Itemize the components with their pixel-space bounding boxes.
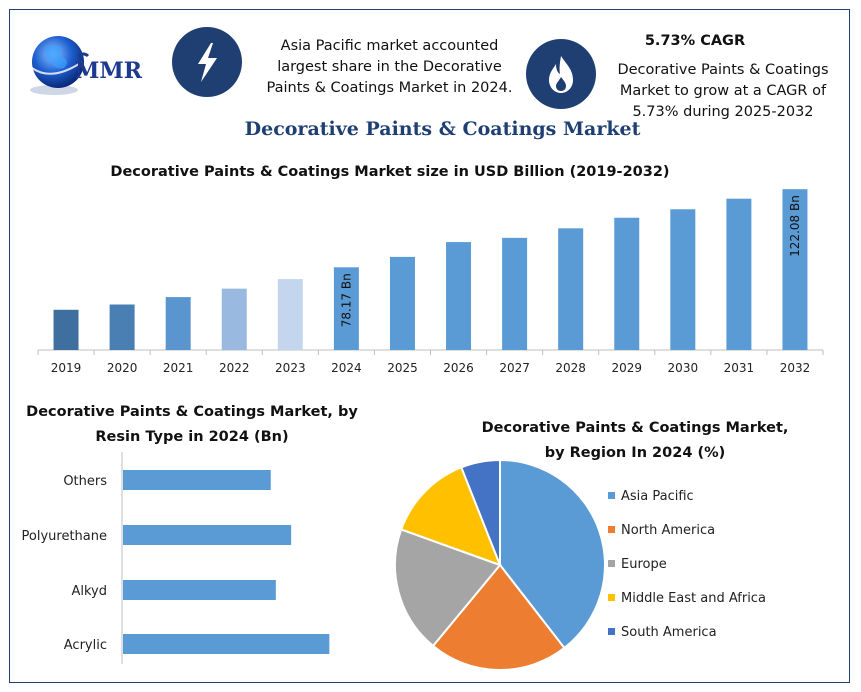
legend-swatch — [608, 560, 615, 567]
pie-slice-asia-pacific — [499, 458, 606, 650]
legend-label: Europe — [621, 557, 667, 572]
x-tick-label: 2026 — [443, 361, 474, 375]
x-tick-label: 2020 — [107, 361, 138, 375]
title-line: Resin Type in 2024 (Bn) — [95, 429, 289, 445]
region-pie-chart: Asia Pacific North America Europe Middle Ea… — [394, 458, 766, 671]
bar-2025 — [389, 256, 415, 350]
bar-2023 — [277, 279, 303, 350]
x-tick-label: 2031 — [724, 361, 755, 375]
x-tick-label: 2024 — [331, 361, 362, 375]
info-line: 5.73% during 2025-2032 — [632, 104, 814, 120]
category-label: Alkyd — [71, 584, 107, 599]
x-tick-label: 2019 — [51, 361, 82, 375]
cagr-info: Decorative Paints & Coatings Market to g… — [610, 60, 836, 123]
resin-chart-title: Decorative Paints & Coatings Market, by … — [12, 400, 372, 450]
bar-2032 — [782, 189, 808, 350]
legend-swatch — [608, 492, 615, 499]
legend-swatch — [608, 526, 615, 533]
x-tick-label: 2023 — [275, 361, 306, 375]
legend-label: Asia Pacific — [621, 489, 694, 504]
legend-swatch — [608, 628, 615, 635]
info-line: Asia Pacific market accounted — [280, 38, 499, 54]
data-label: 78.17 Bn — [339, 273, 353, 327]
bar-2031 — [726, 198, 752, 350]
market-size-bar-chart: 2019 2020 2021 2022 2023 2024 78.17 Bn 2025 2026… — [37, 189, 824, 375]
globe-logo-icon — [30, 36, 90, 95]
title-line: Decorative Paints & Coatings Market, — [481, 420, 789, 436]
bar-acrylic — [123, 634, 330, 654]
region-chart-title: Decorative Paints & Coatings Market, by … — [460, 416, 810, 466]
asia-pacific-info: Asia Pacific market accounted largest sh… — [262, 36, 517, 99]
bar-2026 — [446, 242, 472, 350]
market-size-chart-title: Decorative Paints & Coatings Market size… — [110, 164, 670, 180]
info-line: Paints & Coatings Market in 2024. — [266, 80, 513, 96]
x-tick-label: 2021 — [163, 361, 194, 375]
bar-polyurethane — [123, 525, 292, 545]
data-label: 122.08 Bn — [788, 195, 802, 257]
x-tick-label: 2029 — [611, 361, 642, 375]
pie-slice-south-america — [460, 458, 501, 566]
bar-2020 — [109, 304, 135, 350]
flame-icon — [526, 39, 596, 109]
info-line: Market to grow at a CAGR of — [619, 83, 827, 99]
x-tick-label: 2025 — [387, 361, 418, 375]
cagr-heading: 5.73% CAGR — [644, 33, 746, 49]
main-title: Decorative Paints & Coatings Market — [244, 118, 641, 140]
logo-text: MMR — [75, 58, 142, 84]
category-label: Polyurethane — [22, 529, 107, 544]
legend-label: North America — [621, 523, 715, 538]
bar-2029 — [614, 217, 640, 350]
title-line: by Region In 2024 (%) — [544, 445, 726, 461]
x-tick-label: 2030 — [668, 361, 699, 375]
resin-type-bar-chart: Others Polyurethane Alkyd Acrylic — [22, 452, 330, 664]
legend-swatch — [608, 594, 615, 601]
title-line: Decorative Paints & Coatings Market, by — [26, 404, 358, 420]
x-tick-label: 2032 — [780, 361, 811, 375]
bar-alkyd — [123, 580, 276, 600]
legend-label: Middle East and Africa — [621, 591, 766, 606]
pie-slice-north-america — [431, 563, 566, 671]
bar-others — [123, 470, 271, 490]
x-tick-label: 2027 — [499, 361, 530, 375]
legend-label: South America — [621, 625, 717, 640]
category-label: Others — [63, 474, 107, 489]
info-line: largest share in the Decorative — [277, 59, 502, 75]
pie-slice-europe — [394, 528, 502, 648]
x-tick-label: 2028 — [555, 361, 586, 375]
lightning-bolt-icon — [172, 27, 242, 97]
bar-2021 — [165, 297, 191, 350]
info-line: Decorative Paints & Coatings — [617, 62, 829, 78]
category-label: Acrylic — [64, 638, 107, 653]
bar-2028 — [558, 228, 584, 350]
bar-2024 — [333, 267, 359, 350]
bar-2027 — [502, 237, 528, 350]
bar-2022 — [221, 288, 247, 350]
bar-2019 — [53, 309, 79, 350]
pie-slice-middle-east-and-africa — [399, 466, 502, 567]
x-tick-label: 2022 — [219, 361, 250, 375]
mmr-logo: MMR — [18, 28, 168, 100]
bar-2030 — [670, 209, 696, 350]
